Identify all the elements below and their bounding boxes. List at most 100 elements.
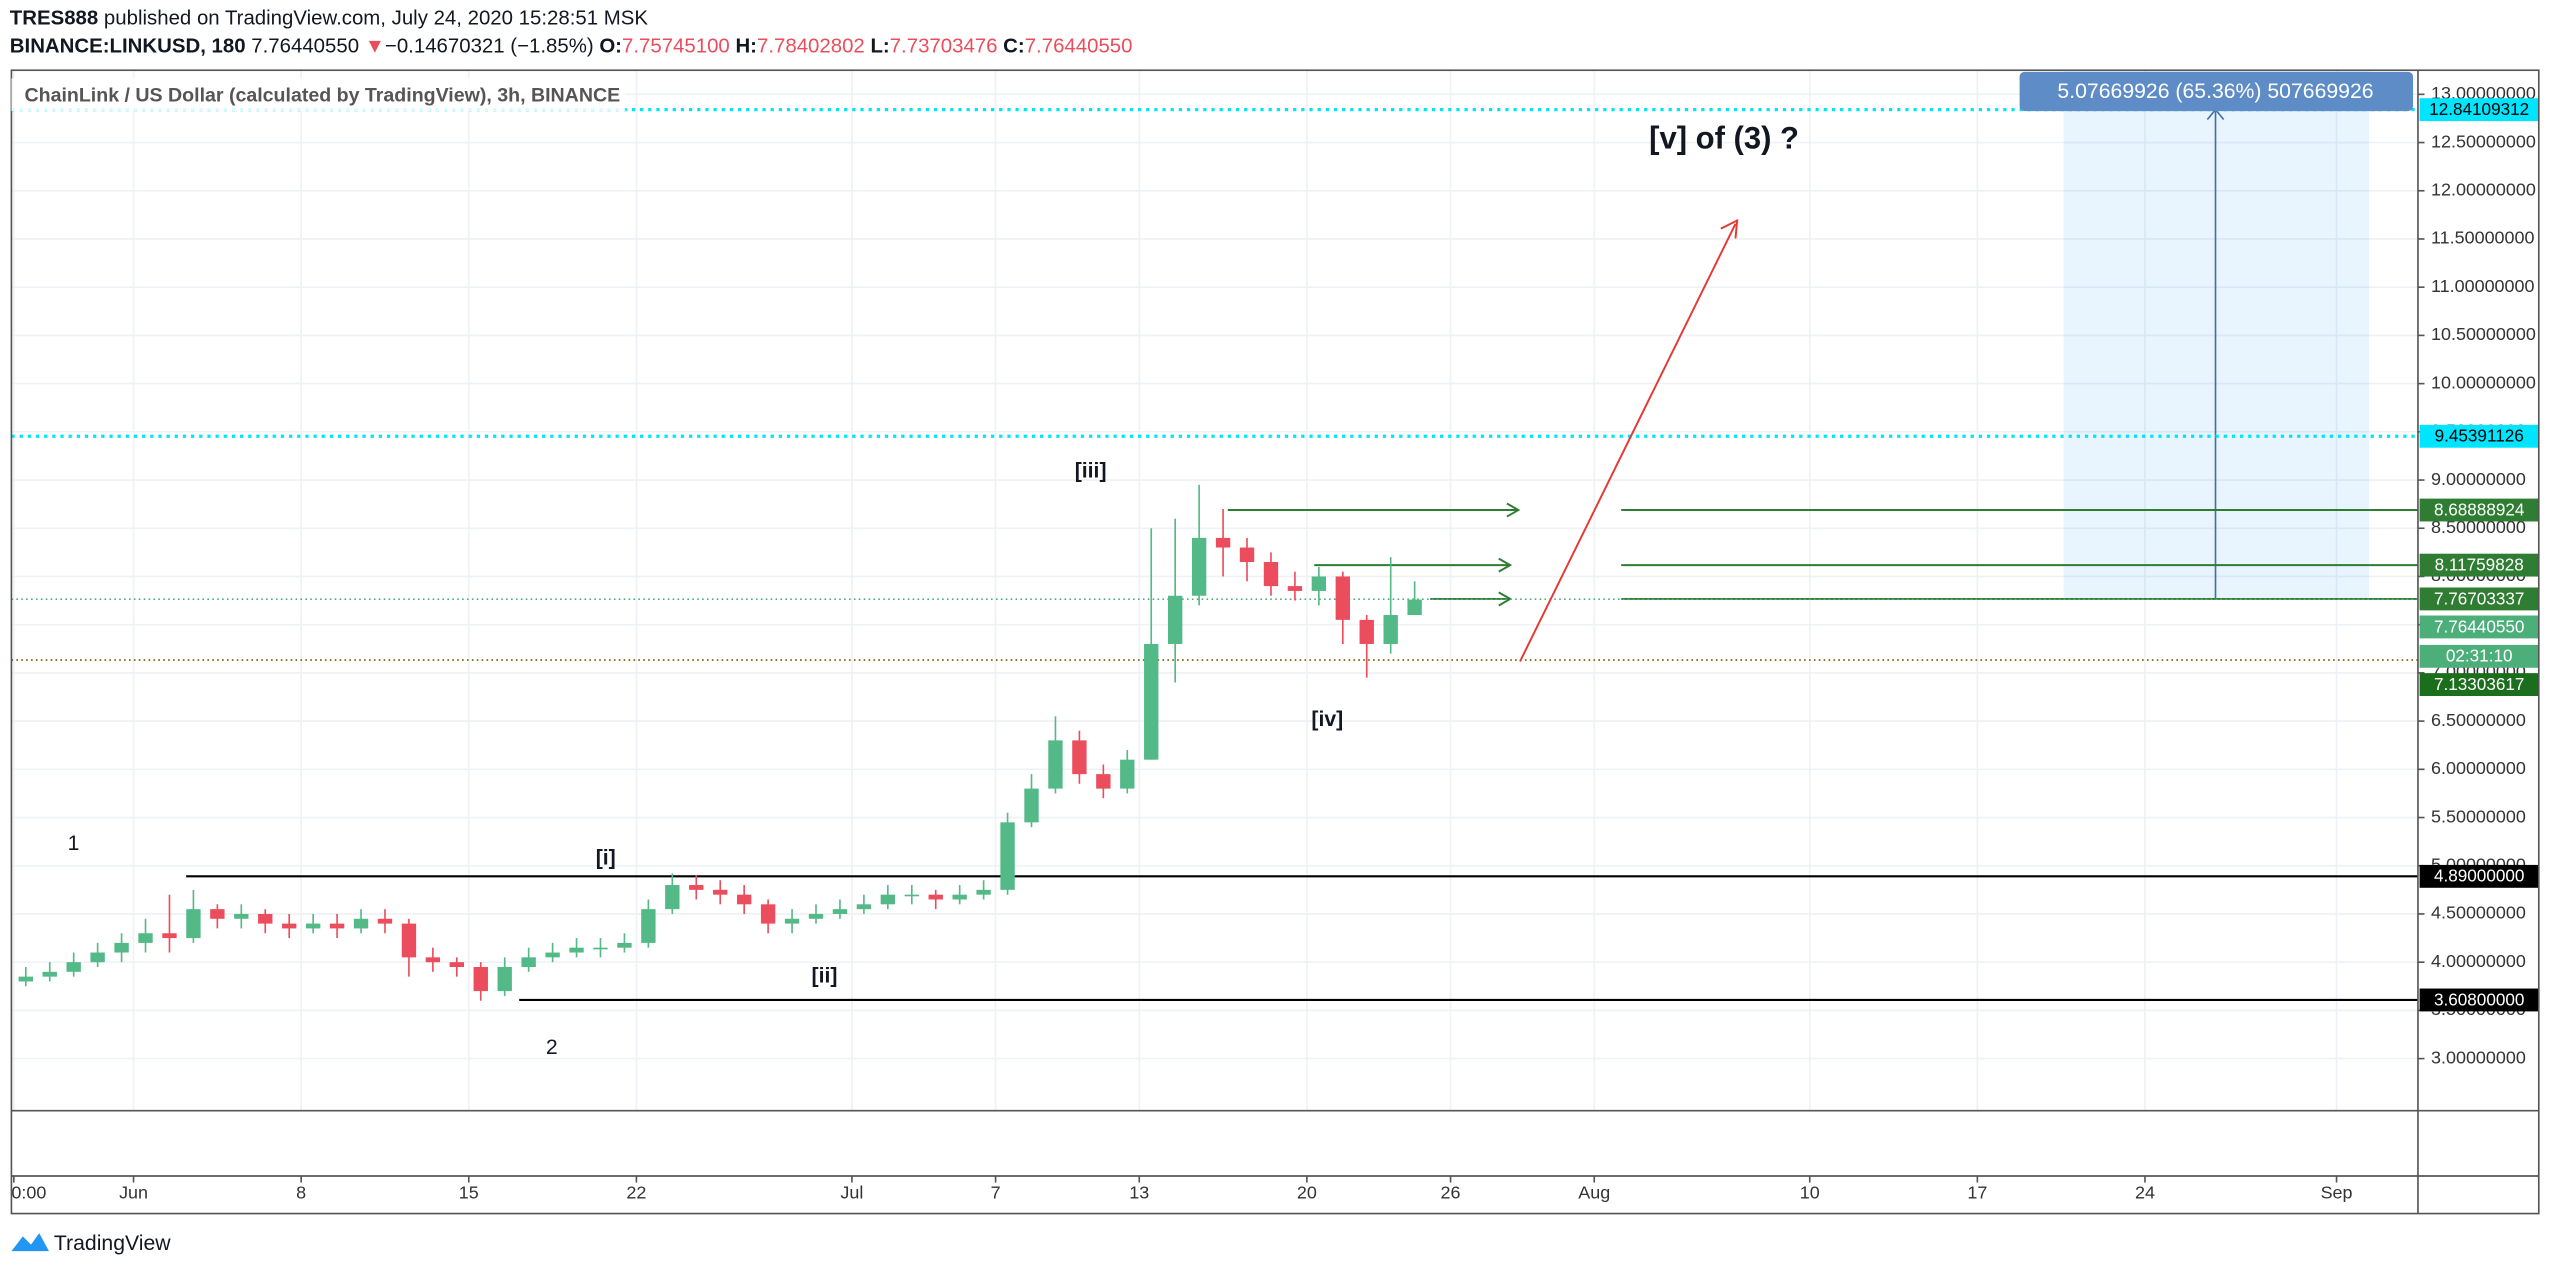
- candle-body: [593, 947, 608, 950]
- price-badge: [2419, 587, 2539, 611]
- y-tick-label: 5.50000000: [2431, 806, 2526, 826]
- candle-body: [1359, 619, 1374, 644]
- candle-body: [1239, 547, 1255, 563]
- legend-bg: [11, 78, 626, 112]
- symbol: BINANCE:LINKUSD, 180: [10, 36, 246, 58]
- x-tick-label: Jul: [840, 1183, 863, 1203]
- y-tick-label: 4.00000000: [2431, 951, 2526, 971]
- candle-body: [689, 885, 704, 890]
- wave-label: 1: [68, 832, 80, 855]
- candle-body: [1048, 740, 1063, 789]
- candle-body: [569, 947, 584, 953]
- wave-label: [iii]: [1075, 460, 1107, 483]
- author: TRES888: [10, 8, 98, 30]
- x-tick-label: Aug: [1578, 1183, 1610, 1203]
- chart-frame: [10, 69, 2540, 1215]
- candle-body: [425, 957, 441, 963]
- price-badge-label: 7.13303617: [2434, 674, 2524, 694]
- header-line: TRES888 published on TradingView.com, Ju…: [10, 8, 649, 30]
- candle-body: [784, 918, 800, 924]
- candle-body: [1311, 576, 1327, 591]
- x-tick-label: 17: [1967, 1183, 1987, 1203]
- price-badge-label: 9.45391126: [2435, 426, 2524, 446]
- c-value: 7.76440550: [1025, 36, 1133, 58]
- price-badge: [2419, 98, 2539, 122]
- price-badge-label: 7.76440550: [2434, 616, 2524, 636]
- brand: TradingView: [54, 1232, 171, 1255]
- x-tick-label: Sep: [2321, 1183, 2353, 1203]
- candle-body: [329, 923, 345, 929]
- candle-body: [1024, 788, 1039, 823]
- candle-body: [1120, 759, 1135, 789]
- candle-body: [162, 933, 177, 939]
- x-tick-label: 15: [459, 1183, 479, 1203]
- price-badge-label: 8.68888924: [2434, 499, 2525, 519]
- c-label: C:: [1003, 36, 1025, 58]
- last: 7.76440550: [251, 36, 359, 58]
- candle-body: [545, 952, 560, 958]
- candle-body: [90, 952, 105, 963]
- candle-body: [1287, 586, 1303, 591]
- candle-body: [305, 923, 321, 929]
- y-tick-label: 10.50000000: [2431, 324, 2536, 344]
- candle-body: [497, 966, 512, 992]
- candle-body: [1215, 537, 1231, 548]
- l-label: L:: [870, 36, 889, 58]
- logo-icon: [11, 1233, 49, 1252]
- candle-body: [42, 971, 57, 977]
- wave-label: 2: [546, 1036, 558, 1059]
- candle-body: [210, 909, 225, 919]
- y-tick-label: 6.00000000: [2431, 758, 2526, 778]
- price-badge-label: 3.60800000: [2434, 989, 2524, 1009]
- candle-body: [521, 957, 536, 967]
- candle-body: [234, 913, 249, 919]
- x-tick-label: 8: [296, 1183, 306, 1203]
- projection-arrowhead: [1720, 218, 1739, 239]
- x-tick-label: 13: [1129, 1183, 1149, 1203]
- candle-body: [617, 942, 632, 948]
- chart-title: ChainLink / US Dollar (calculated by Tra…: [24, 85, 620, 107]
- countdown: 02:31:10: [2446, 646, 2513, 666]
- candle-body: [760, 904, 776, 924]
- projection-arrow: [1519, 223, 1737, 662]
- l-value: 7.73703476: [890, 36, 998, 58]
- price-badge-label: 7.76703337: [2434, 588, 2524, 608]
- wave-label: [v] of (3) ?: [1649, 121, 1799, 156]
- candle-body: [1383, 615, 1398, 644]
- candle-body: [1263, 562, 1279, 587]
- level-arrowhead: [1506, 502, 1521, 518]
- y-tick-label: 3.00000000: [2431, 1047, 2526, 1067]
- h-value: 7.78402802: [757, 36, 865, 58]
- price-badge: [2419, 988, 2539, 1012]
- candle-body: [976, 889, 991, 895]
- price-badge: [2419, 673, 2539, 696]
- candle-body: [856, 904, 872, 910]
- candle-body: [282, 923, 297, 929]
- price-badge: [2419, 424, 2539, 448]
- y-tick-label: 6.50000000: [2431, 710, 2526, 730]
- wave-label: [ii]: [812, 964, 838, 987]
- x-tick-label: 10: [1800, 1183, 1820, 1203]
- measure-label: 5.07669926 (65.36%) 507669926: [2057, 80, 2373, 103]
- price-badge-label: 12.84109312: [2429, 99, 2529, 119]
- price-badge-label: 8.11759828: [2435, 554, 2524, 574]
- candle-body: [1335, 576, 1350, 620]
- candle-body: [18, 976, 33, 982]
- plot: 3.000000003.500000004.000000004.50000000…: [11, 70, 2539, 1203]
- y-tick-label: 13.00000000: [2431, 83, 2536, 103]
- candle-body: [952, 894, 967, 900]
- price-badge: [2419, 553, 2539, 577]
- candle-body: [138, 933, 153, 943]
- level-arrowhead: [1498, 557, 1513, 573]
- candle-body: [449, 962, 464, 967]
- published: published on TradingView.com, July 24, 2…: [104, 8, 648, 30]
- arrow: ▼: [365, 36, 385, 58]
- candle-body: [665, 885, 680, 910]
- x-tick-label: 26: [1441, 1183, 1461, 1203]
- price-badge: [2419, 498, 2539, 522]
- candle-body: [641, 909, 656, 943]
- candle-body: [1407, 599, 1422, 616]
- x-tick-label: 22: [626, 1183, 646, 1203]
